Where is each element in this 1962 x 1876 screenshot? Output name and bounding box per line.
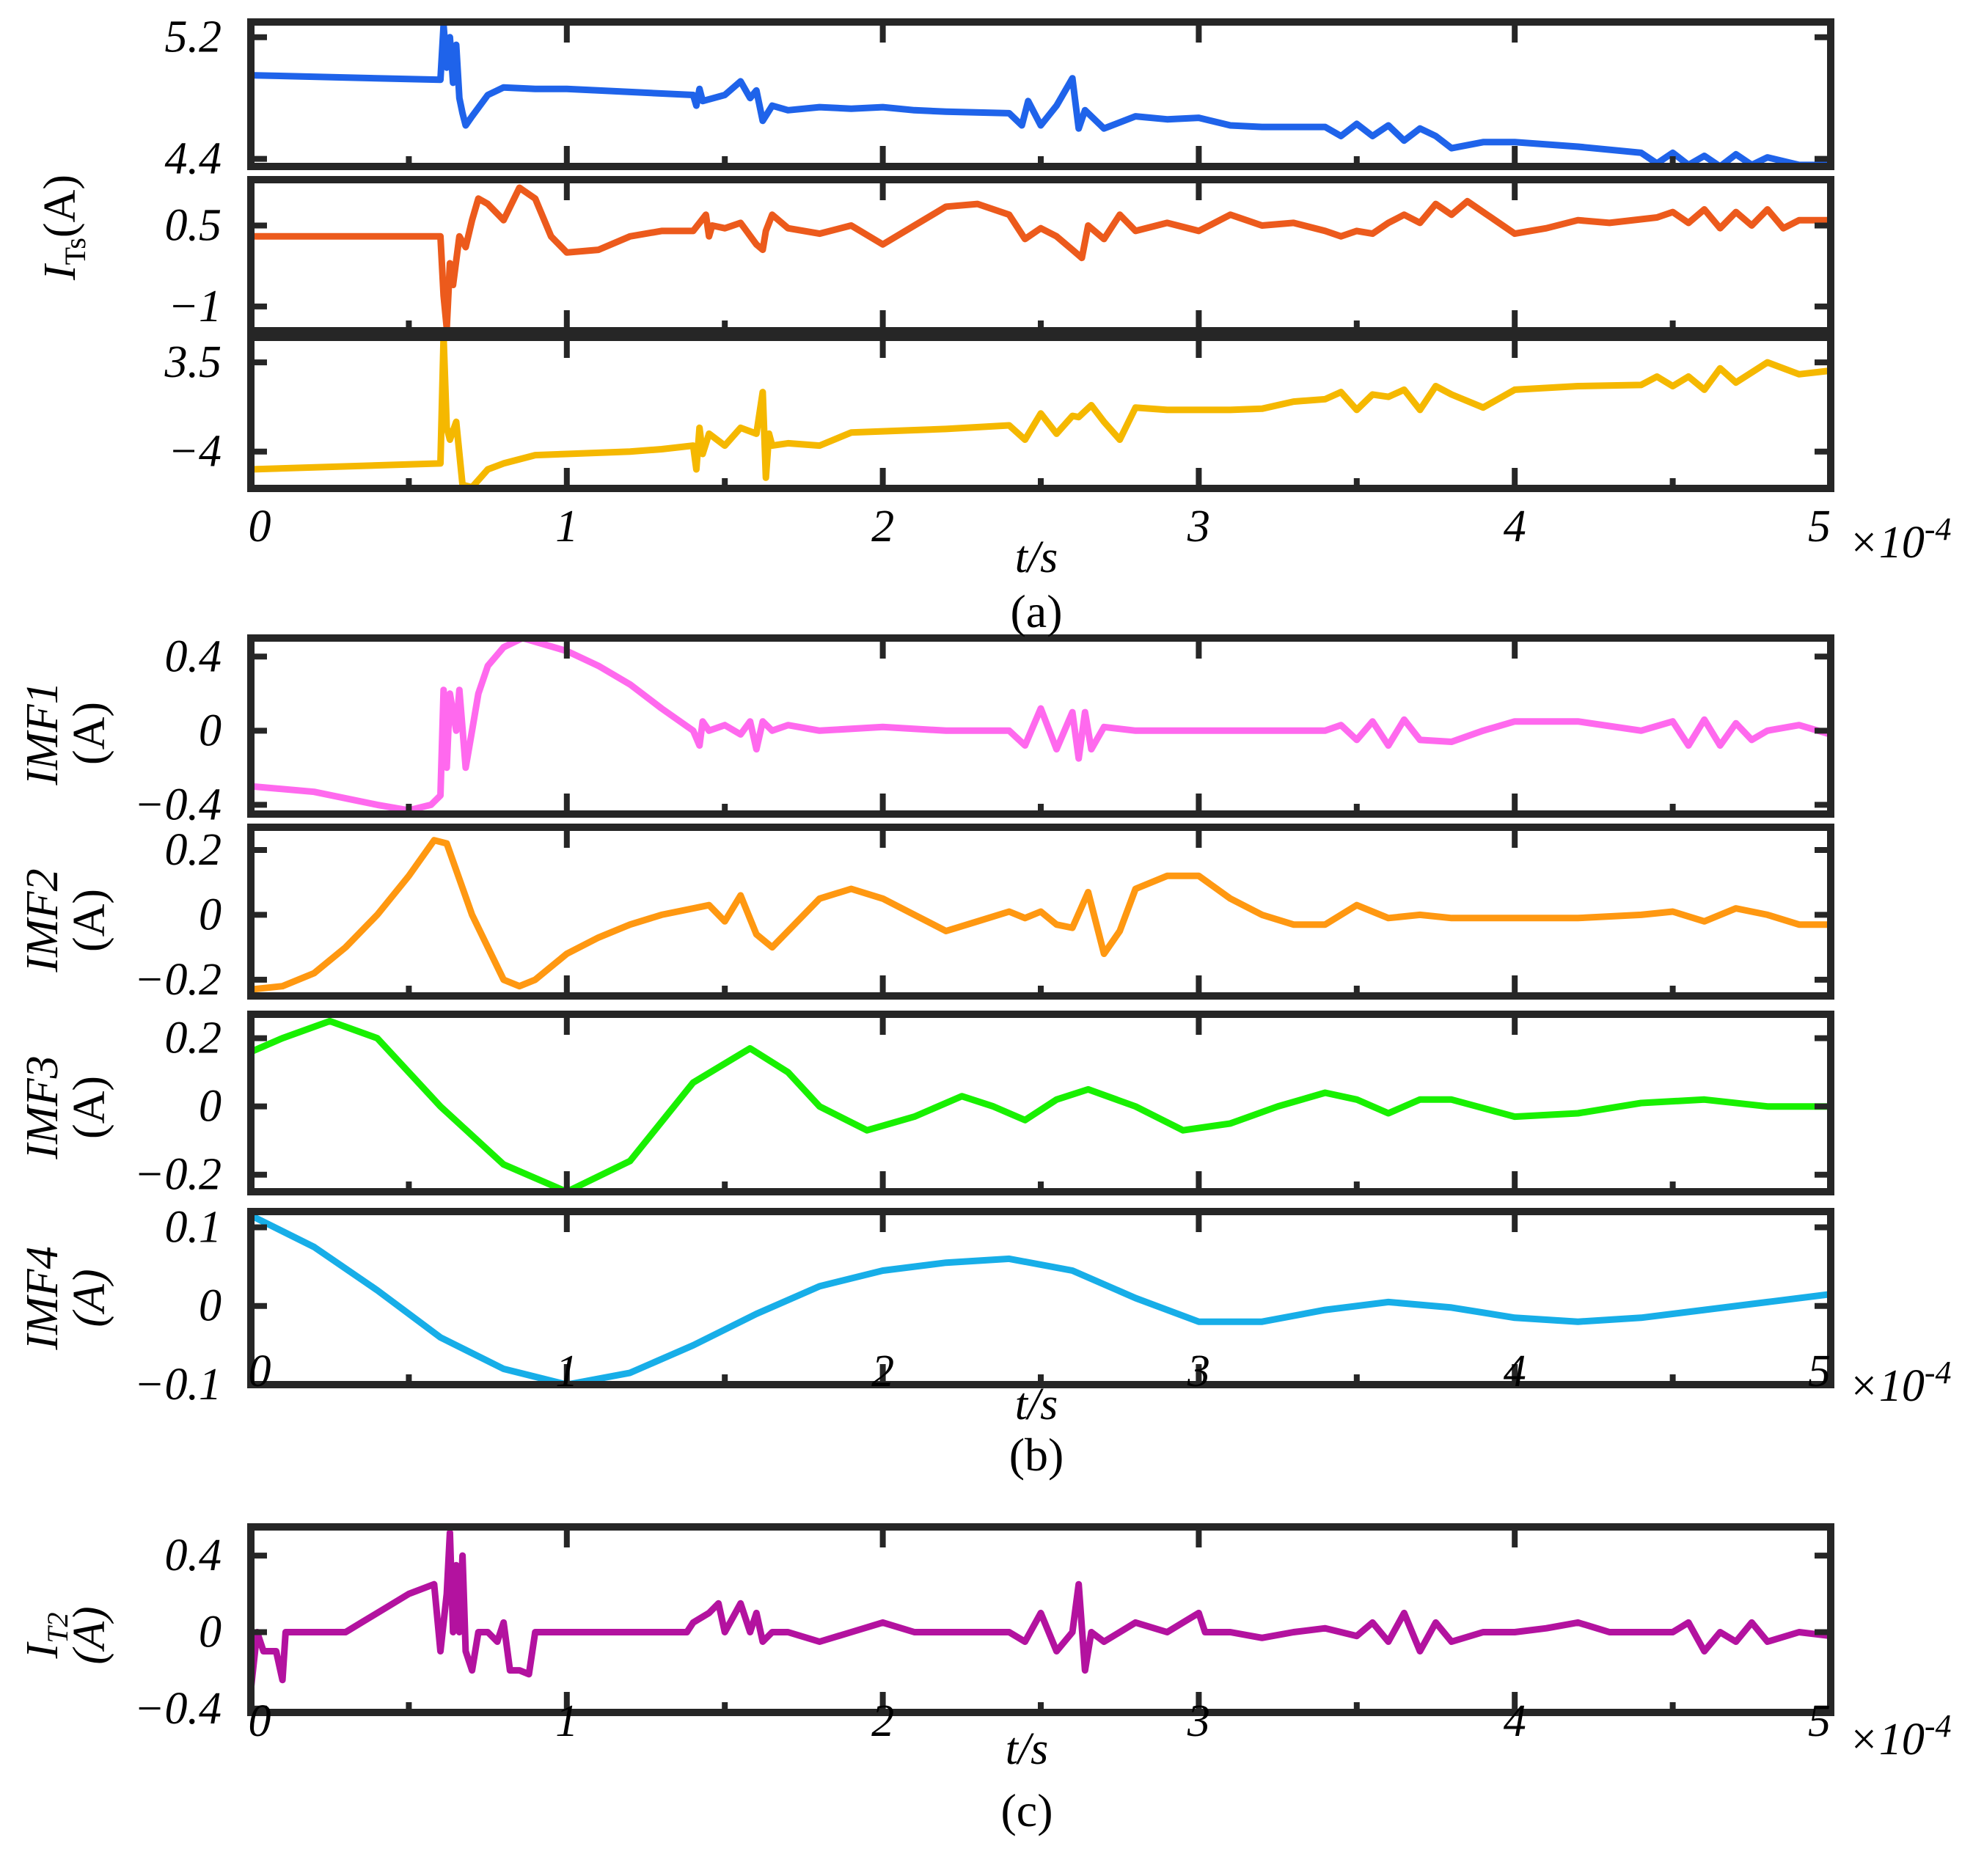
ytick-label-a3-1: 3.5 bbox=[164, 337, 222, 387]
xtick-label-b4-5: 5 bbox=[1808, 1346, 1831, 1396]
xtick-label-b4-3: 3 bbox=[1187, 1346, 1210, 1396]
ylabel-imf3: IMF3 bbox=[18, 1055, 67, 1159]
axes-frame-a2 bbox=[247, 176, 1834, 334]
ytick-label-b2-1: 0 bbox=[199, 890, 222, 939]
panel-b3: −0.2 0 0.2 bbox=[134, 1011, 1834, 1200]
ytick-label-b1-2: 0.4 bbox=[165, 631, 222, 681]
xtick-label-a3-1: 1 bbox=[555, 502, 578, 552]
x-exponent-b: ×10-4 bbox=[1848, 1355, 1952, 1411]
xtick-label-c1-3: 3 bbox=[1187, 1696, 1210, 1746]
ytick-label-b1-1: 0 bbox=[199, 706, 222, 755]
xlabel-panel-c: t/s bbox=[1006, 1724, 1049, 1774]
ytick-label-c1-1: 0 bbox=[199, 1607, 222, 1657]
x-exponent-b-power: -4 bbox=[1925, 1355, 1952, 1390]
xtick-label-c1-2: 2 bbox=[871, 1696, 894, 1746]
ytick-label-b3-2: 0.2 bbox=[165, 1014, 222, 1063]
axes-frame-a1 bbox=[247, 18, 1834, 170]
ytick-label-b2-2: 0.2 bbox=[165, 825, 222, 875]
axes-layer: 4.45.2−10.5−43.50 1 2 3 4 5−0.400.4−0.200.2−0… bbox=[134, 12, 1834, 1746]
ytick-label-b3-0: −0.2 bbox=[134, 1150, 222, 1200]
ytick-label-a2-1: 0.5 bbox=[165, 201, 222, 251]
xtick-label-c1-4: 4 bbox=[1504, 1696, 1526, 1746]
xtick-label-a3-2: 2 bbox=[871, 502, 894, 552]
ytick-label-c1-0: −0.4 bbox=[134, 1684, 222, 1734]
panel-b2: −0.2 0 0.2 bbox=[134, 824, 1834, 1005]
xtick-label-a3-0: 0 bbox=[249, 502, 271, 552]
x-exponent-a: ×10-4 bbox=[1848, 511, 1952, 568]
axes-frame-b2 bbox=[247, 824, 1834, 1000]
ytick-label-b3-1: 0 bbox=[199, 1082, 222, 1132]
axes-frame-a3 bbox=[247, 334, 1834, 492]
xtick-label-b4-0: 0 bbox=[249, 1346, 271, 1396]
xtick-label-b4-2: 2 bbox=[871, 1346, 894, 1396]
x-exponent-b-base: ×10 bbox=[1848, 1361, 1925, 1411]
ylabel-panel-c-unit: (A) bbox=[65, 1606, 114, 1664]
series-line-b1 bbox=[247, 634, 1834, 814]
xlabel-panel-b: t/s bbox=[1015, 1379, 1058, 1429]
ylabel-imf2: IMF2 bbox=[18, 868, 67, 972]
caption-c: (c) bbox=[1000, 1784, 1053, 1836]
panel-a2: −1 0.5 bbox=[165, 176, 1834, 334]
ylabel-imf4-unit: (A) bbox=[65, 1269, 114, 1327]
xtick-label-c1-0: 0 bbox=[249, 1696, 271, 1746]
series-line-a3 bbox=[247, 334, 1834, 491]
panel-b1: −0.4 0 0.4 bbox=[134, 631, 1834, 829]
ylabel-imf4: IMF4 bbox=[18, 1246, 67, 1350]
ytick-label-b4-0: −0.1 bbox=[134, 1360, 222, 1410]
series-line-a1 bbox=[247, 21, 1834, 170]
series-line-a2 bbox=[247, 184, 1834, 331]
xlabel-panel-a: t/s bbox=[1015, 532, 1058, 582]
xtick-label-a3-3: 3 bbox=[1187, 502, 1210, 552]
ylabel-imf3-unit: (A) bbox=[65, 1076, 114, 1139]
ylabel-imf1: IMF1 bbox=[18, 681, 67, 785]
series-line-b2 bbox=[247, 837, 1834, 993]
ytick-label-b2-0: −0.2 bbox=[134, 955, 222, 1005]
panel-a1: 4.4 5.2 bbox=[165, 12, 1834, 184]
panel-b4: −0.1 0 0.1 0 1 2 3 4 5 bbox=[134, 1202, 1834, 1410]
ytick-label-a1-1: 5.2 bbox=[165, 12, 222, 62]
ylabel-panel-c: IT2 bbox=[18, 1613, 74, 1660]
xtick-label-b4-1: 1 bbox=[555, 1346, 578, 1396]
ytick-label-a3-0: −4 bbox=[168, 427, 222, 477]
ylabel-imf1-unit: (A) bbox=[65, 702, 114, 765]
axes-frame-b3 bbox=[247, 1011, 1834, 1195]
panel-a3: −4 3.5 0 1 2 3 4 5 bbox=[164, 334, 1834, 552]
ylabel-panel-a: ITs(A) bbox=[35, 175, 92, 281]
ytick-label-b4-2: 0.1 bbox=[165, 1202, 222, 1252]
axes-frame-c1 bbox=[247, 1523, 1834, 1716]
ytick-label-a1-0: 4.4 bbox=[165, 134, 222, 184]
ytick-label-c1-2: 0.4 bbox=[165, 1531, 222, 1580]
xtick-label-a3-5: 5 bbox=[1808, 502, 1831, 552]
ytick-label-b1-0: −0.4 bbox=[134, 780, 222, 829]
axes-frame-b4 bbox=[247, 1208, 1834, 1388]
ytick-label-b4-1: 0 bbox=[199, 1281, 222, 1331]
axes-frame-b1 bbox=[247, 634, 1834, 818]
xtick-label-a3-4: 4 bbox=[1504, 502, 1526, 552]
ylabel-imf2-unit: (A) bbox=[65, 889, 114, 952]
x-exponent-c-base: ×10 bbox=[1848, 1715, 1925, 1765]
xtick-label-b4-4: 4 bbox=[1504, 1346, 1526, 1396]
x-exponent-c-power: -4 bbox=[1925, 1708, 1952, 1744]
ytick-label-a2-0: −1 bbox=[168, 282, 222, 331]
x-exponent-c: ×10-4 bbox=[1848, 1708, 1952, 1765]
xtick-label-c1-1: 1 bbox=[555, 1696, 578, 1746]
x-exponent-a-power: -4 bbox=[1925, 511, 1952, 547]
series-line-b4 bbox=[247, 1212, 1834, 1388]
x-exponent-a-base: ×10 bbox=[1848, 518, 1925, 568]
series-line-c1 bbox=[247, 1529, 1834, 1693]
panel-c1: −0.4 0 0.4 0 1 2 3 4 5 bbox=[134, 1523, 1834, 1746]
caption-b: (b) bbox=[1009, 1429, 1064, 1481]
series-line-b3 bbox=[247, 1017, 1834, 1195]
caption-a: (a) bbox=[1010, 585, 1062, 637]
xtick-label-c1-5: 5 bbox=[1808, 1696, 1831, 1746]
